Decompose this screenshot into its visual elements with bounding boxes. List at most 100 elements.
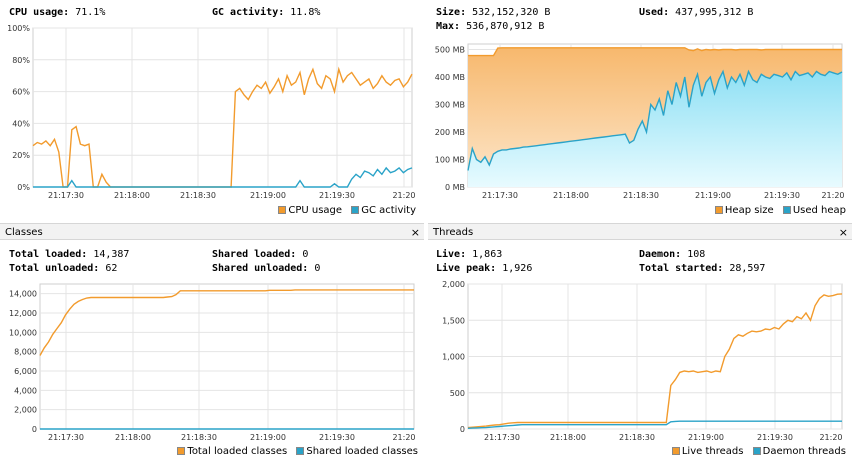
y-tick-label: 0 (460, 425, 465, 434)
heap-panel: Size: 532,152,320 B Used: 437,995,312 B … (428, 0, 852, 222)
heap-chart[interactable]: 0 MB 100 MB 200 MB 300 MB 400 MB 500 MB 21:17:… (428, 36, 852, 207)
x-tick-label: 21:20 (392, 433, 415, 442)
total-started-label: Total started: (639, 263, 724, 274)
y-tick-label: 20% (12, 151, 30, 160)
cpu-usage-value: 71.1% (75, 7, 106, 18)
live-stat: Live: 1,863 (436, 249, 502, 260)
x-tick-label: 21:17:30 (484, 433, 520, 442)
swatch (671, 447, 680, 455)
classes-header: Classes × (0, 223, 424, 240)
legend-label: GC activity (361, 205, 416, 216)
shared-unloaded-label: Shared unloaded: (212, 263, 309, 274)
series-line-used-heap (467, 69, 843, 171)
legend-label: Live threads (681, 446, 744, 457)
cpu-legend: CPU usage GC activity (272, 205, 416, 216)
daemon-stat: Daemon: 108 (639, 249, 705, 260)
classes-legend: Total loaded classes Shared loaded class… (171, 446, 418, 457)
series-line-live-threads (467, 293, 843, 429)
classes-panel: Classes × Total loaded: 14,387 Shared lo… (0, 223, 424, 463)
x-tick-label: 21:17:30 (482, 191, 518, 200)
legend-used-heap: Used heap (782, 205, 846, 216)
y-tick-label: 2,000 (442, 280, 465, 289)
heap-used-value: 437,995,312 B (675, 7, 754, 18)
x-tick-label: 21:18:00 (114, 191, 150, 200)
classes-close-icon[interactable]: × (410, 226, 420, 239)
heap-max-label: Max: (436, 21, 461, 32)
legend-live-threads: Live threads (671, 446, 744, 457)
total-loaded-value: 14,387 (93, 249, 130, 260)
total-unloaded-value: 62 (105, 263, 118, 274)
y-tick-label: 4,000 (14, 386, 37, 395)
swatch (177, 447, 186, 455)
swatch (296, 447, 305, 455)
threads-chart[interactable]: 0 500 1,000 1,500 2,000 21:17:30 21:18:00 21:18… (428, 278, 852, 444)
threads-panel: Threads × Live: 1,863 Daemon: 108 Live p… (428, 223, 852, 463)
x-tick-label: 21:19:30 (757, 433, 793, 442)
used-heap-area (468, 71, 842, 187)
x-tick-label: 21:18:00 (553, 191, 589, 200)
legend-label: Used heap (792, 205, 846, 216)
series-line-daemon-threads (467, 420, 842, 429)
x-tick-label: 21:18:00 (115, 433, 151, 442)
live-label: Live: (436, 249, 467, 260)
total-unloaded-label: Total unloaded: (9, 263, 100, 274)
classes-title: Classes (5, 227, 43, 238)
shared-unloaded-stat: Shared unloaded: 0 (212, 263, 320, 274)
shared-loaded-value: 0 (302, 249, 309, 260)
heap-size-label: Size: (436, 7, 467, 18)
series-line-heap-size (468, 47, 842, 57)
live-peak-stat: Live peak: 1,926 (436, 263, 532, 274)
swatch (351, 206, 360, 214)
cpu-chart[interactable]: 0% 20% 40% 60% 80% 100% 21:17:30 21:18:00 21:18:… (0, 22, 422, 207)
x-tick-label: 21:18:00 (550, 433, 586, 442)
threads-header: Threads × (428, 223, 852, 240)
y-tick-label: 80% (12, 56, 30, 65)
total-started-stat: Total started: 28,597 (639, 263, 765, 274)
y-tick-label: 40% (12, 119, 30, 128)
heap-size-stat: Size: 532,152,320 B (436, 7, 550, 18)
y-tick-label: 1,000 (442, 353, 465, 362)
y-tick-label: 500 (450, 389, 465, 398)
legend-shared-loaded-classes: Shared loaded classes (296, 446, 418, 457)
y-tick-label: 60% (12, 88, 30, 97)
x-tick-label: 21:19:30 (764, 191, 800, 200)
threads-legend: Live threads Daemon threads (666, 446, 846, 457)
y-tick-label: 0 (32, 425, 37, 434)
y-tick-label: 0% (17, 183, 30, 192)
shared-unloaded-value: 0 (314, 263, 321, 274)
shared-loaded-stat: Shared loaded: 0 (212, 249, 308, 260)
y-tick-label: 6,000 (14, 367, 37, 376)
y-tick-label: 100% (7, 24, 30, 33)
y-tick-label: 0 MB (445, 183, 465, 192)
plot-area (39, 283, 415, 430)
x-tick-label: 21:20 (392, 191, 415, 200)
live-value: 1,863 (472, 249, 503, 260)
cpu-usage-stat: CPU usage: 71.1% (9, 7, 105, 18)
legend-gc-activity: GC activity (351, 205, 416, 216)
plot-area (32, 27, 413, 188)
legend-label: CPU usage (288, 205, 343, 216)
legend-cpu-usage: CPU usage (278, 205, 342, 216)
legend-total-loaded-classes: Total loaded classes (177, 446, 287, 457)
swatch (752, 447, 761, 455)
x-tick-label: 21:18:30 (181, 433, 217, 442)
gc-activity-label: GC activity: (212, 7, 285, 18)
total-started-value: 28,597 (729, 263, 766, 274)
swatch (714, 206, 723, 214)
x-tick-label: 21:19:00 (250, 191, 286, 200)
y-tick-label: 1,500 (442, 316, 465, 325)
gc-activity-stat: GC activity: 11.8% (212, 7, 320, 18)
legend-label: Heap size (724, 205, 774, 216)
total-unloaded-stat: Total unloaded: 62 (9, 263, 117, 274)
series-line-gc-activity (33, 166, 413, 188)
threads-close-icon[interactable]: × (838, 226, 848, 239)
cpu-usage-label: CPU usage: (9, 7, 70, 18)
x-tick-label: 21:17:30 (48, 433, 84, 442)
x-tick-label: 21:19:00 (688, 433, 724, 442)
classes-chart[interactable]: 0 2,000 4,000 6,000 8,000 10,000 12,000 14,000 2… (0, 278, 424, 444)
legend-label: Shared loaded classes (306, 446, 418, 457)
y-tick-label: 100 MB (435, 156, 465, 165)
daemon-label: Daemon: (639, 249, 682, 260)
swatch (782, 206, 791, 214)
x-tick-label: 21:19:00 (695, 191, 731, 200)
